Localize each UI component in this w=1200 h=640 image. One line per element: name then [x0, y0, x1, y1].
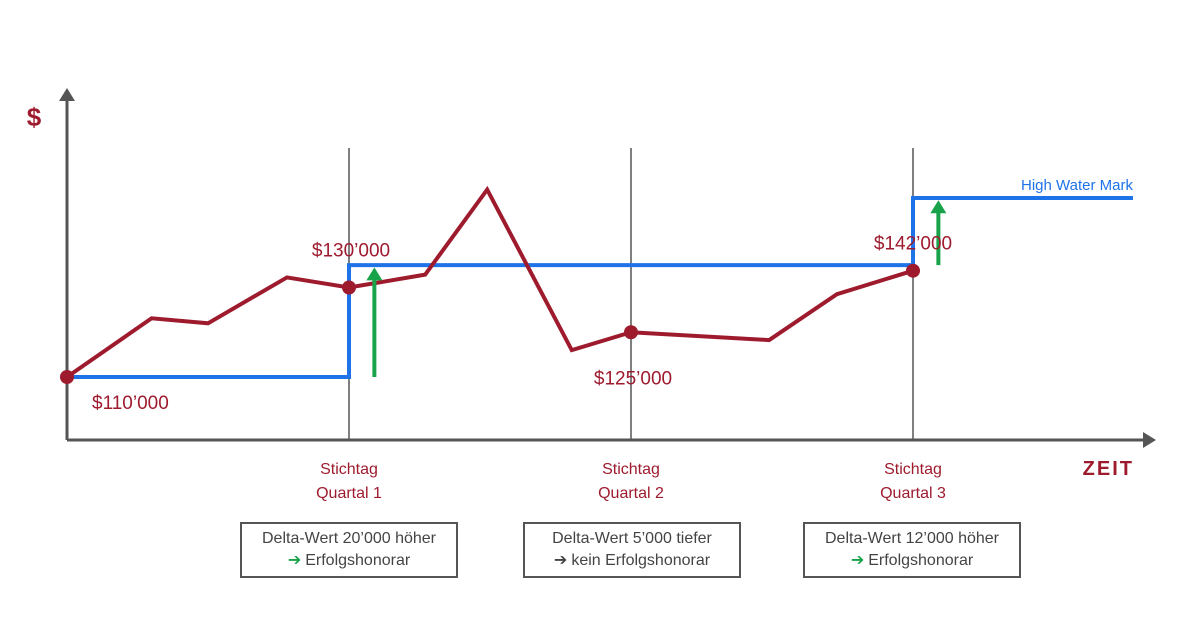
data-point-marker — [60, 370, 74, 384]
info-box-quartal-2: Delta-Wert 5’000 tiefer ➔ kein Erfolgshon… — [523, 522, 741, 578]
data-point-marker — [906, 263, 920, 278]
info-box-line2: Erfolgshonorar — [868, 552, 974, 569]
x-axis-label: ZEIT — [1083, 458, 1134, 480]
y-axis-label: $ — [27, 102, 42, 132]
x-tick-label-line2: Quartal 3 — [880, 485, 946, 502]
info-box-line2: kein Erfolgshonorar — [571, 552, 711, 569]
labels: $110’000 $130’000 $125’000 $142’000 — [92, 234, 952, 414]
x-tick-label-line2: Quartal 2 — [598, 485, 664, 502]
arrow-right-icon: ➔ — [287, 552, 302, 569]
up-arrows — [366, 200, 947, 377]
markers — [60, 263, 920, 384]
data-point-marker — [624, 325, 638, 340]
arrow-right-icon: ➔ — [553, 552, 568, 569]
x-axis-arrowhead — [1143, 432, 1156, 448]
arrow-right-icon: ➔ — [850, 552, 865, 569]
up-arrow-icon — [366, 267, 383, 281]
legend-high-water-mark: High Water Mark — [1021, 177, 1133, 194]
series-high-water-mark — [67, 196, 1133, 379]
axes: $ ZEIT — [27, 88, 1156, 480]
x-tick-label-line1: Stichtag — [320, 461, 378, 478]
info-box-quartal-3: Delta-Wert 12’000 höher ➔ Erfolgshonorar — [803, 522, 1021, 578]
y-axis-arrowhead — [59, 88, 75, 101]
info-box-quartal-1: Delta-Wert 20’000 höher ➔ Erfolgshonorar — [240, 522, 458, 578]
info-box-line1: Delta-Wert 20’000 höher — [261, 530, 437, 547]
series-group: High Water Mark — [65, 177, 1133, 379]
info-box-line1: Delta-Wert 5’000 tiefer — [552, 530, 712, 547]
data-label: $110’000 — [92, 393, 169, 414]
info-box-line1: Delta-Wert 12’000 höher — [824, 530, 1000, 547]
quarter-lines: Stichtag Quartal 1 Stichtag Quartal 2 Sticht… — [316, 148, 946, 502]
x-tick-label-line2: Quartal 1 — [316, 485, 382, 502]
data-label: $125’000 — [594, 368, 672, 389]
x-tick-label-line1: Stichtag — [884, 461, 942, 478]
info-box-line2: Erfolgshonorar — [305, 552, 411, 569]
data-point-marker — [342, 280, 356, 295]
up-arrow-icon — [930, 200, 947, 214]
x-tick-label-line1: Stichtag — [602, 461, 660, 478]
data-label: $142’000 — [874, 234, 952, 255]
data-label: $130’000 — [312, 241, 390, 262]
series-portfolio-value — [65, 185, 914, 379]
